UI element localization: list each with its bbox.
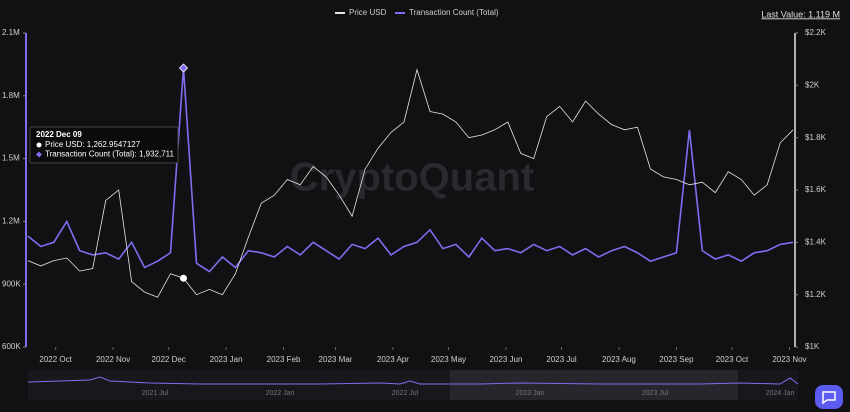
series-line <box>27 68 794 298</box>
chat-icon <box>822 391 836 405</box>
tooltip-swatch <box>36 151 42 158</box>
y2-tick-label: $2.2K <box>805 28 827 37</box>
x-tick-label: 2023 Sep <box>659 355 694 364</box>
navigator[interactable]: 2021 Jul 2022 Jan 2022 Jul 2023 Jan 2023 Jul… <box>27 370 799 400</box>
last-value[interactable]: Last Value: 1.119 M <box>761 9 840 19</box>
y2-tick-label: $1K <box>805 342 820 351</box>
navigator-label: 2022 Jul <box>392 390 419 397</box>
x-tick-label: 2023 Jul <box>546 355 576 364</box>
legend-label: Price USD <box>349 8 387 17</box>
y-tick-label: 2.1M <box>2 28 20 37</box>
y2-tick-label: $1.4K <box>805 237 827 246</box>
watermark: CryptoQuant <box>290 156 534 200</box>
navigator-label: 2023 Jul <box>642 390 669 397</box>
y2-tick-label: $1.2K <box>805 290 827 299</box>
x-tick-label: 2022 Nov <box>96 355 130 364</box>
x-tick-label: 2023 Jun <box>489 355 522 364</box>
y2-tick-label: $1.6K <box>805 185 827 194</box>
legend-item[interactable]: Price USD <box>335 8 387 17</box>
y-tick-label: 1.2M <box>2 217 20 226</box>
x-tick-label: 2022 Dec <box>152 355 186 364</box>
tooltip-bg <box>29 126 179 164</box>
navigator-line <box>27 376 799 385</box>
legend-item[interactable]: Transaction Count (Total) <box>395 8 499 17</box>
y-tick-label: 1.8M <box>2 91 20 100</box>
navigator-window[interactable] <box>450 370 738 400</box>
navigator-label: 2023 Jan <box>516 390 545 397</box>
hover-point <box>178 63 189 73</box>
x-tick-label: 2023 Aug <box>602 355 636 364</box>
series-line <box>27 67 794 273</box>
x-tick-label: 2023 Apr <box>377 355 409 364</box>
y-tick-label: 600K <box>2 342 21 351</box>
navigator-label: 2024 Jan <box>766 390 795 397</box>
tooltip-line: Price USD: 1,262.9547127 <box>45 140 141 149</box>
chat-button-bg[interactable] <box>815 385 843 409</box>
hover-point <box>180 274 188 282</box>
tooltip-line: Transaction Count (Total): 1,932,711 <box>45 150 175 159</box>
tooltip-title: 2022 Dec 09 <box>36 130 82 139</box>
chat-button[interactable] <box>815 385 843 409</box>
x-tick-label: 2023 Jan <box>210 355 243 364</box>
x-tick-label: 2023 May <box>431 355 466 364</box>
y-tick-label: 900K <box>2 279 21 288</box>
tooltip-swatch <box>36 142 42 148</box>
y-tick-label: 1.5M <box>2 154 20 163</box>
x-tick-label: 2023 Mar <box>319 355 353 364</box>
x-tick-label: 2022 Oct <box>39 355 72 364</box>
x-tick-label: 2023 Oct <box>716 355 749 364</box>
x-tick-label: 2023 Nov <box>772 355 806 364</box>
x-tick-label: 2023 Feb <box>267 355 301 364</box>
navigator-label: 2021 Jul <box>142 390 169 397</box>
y2-tick-label: $1.8K <box>805 133 827 142</box>
y2-tick-label: $2K <box>805 80 820 89</box>
legend-label: Transaction Count (Total) <box>409 8 499 17</box>
navigator-label: 2022 Jan <box>266 390 295 397</box>
